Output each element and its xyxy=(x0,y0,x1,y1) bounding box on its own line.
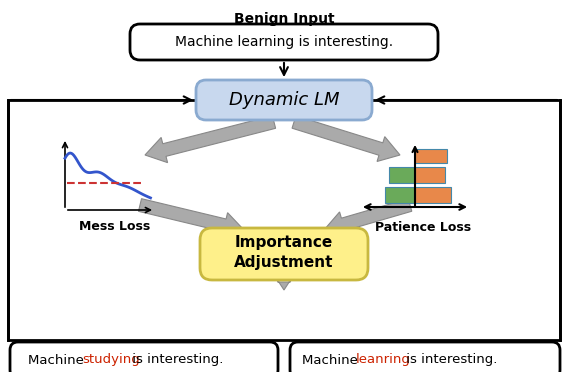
Text: Adjustment: Adjustment xyxy=(234,256,334,270)
Bar xyxy=(415,167,445,183)
FancyBboxPatch shape xyxy=(200,228,368,280)
FancyBboxPatch shape xyxy=(290,342,560,372)
Text: is interesting.: is interesting. xyxy=(402,353,498,366)
FancyBboxPatch shape xyxy=(10,342,278,372)
Bar xyxy=(8,100,560,340)
Bar xyxy=(415,187,451,203)
Bar xyxy=(385,187,415,203)
Text: Importance: Importance xyxy=(235,235,333,250)
Text: studying: studying xyxy=(82,353,140,366)
Bar xyxy=(415,149,447,163)
FancyArrow shape xyxy=(271,270,297,290)
FancyArrow shape xyxy=(145,116,275,163)
Text: Patience Loss: Patience Loss xyxy=(375,221,471,234)
Text: Machine: Machine xyxy=(28,353,88,366)
Text: Machine: Machine xyxy=(302,353,362,366)
FancyBboxPatch shape xyxy=(196,80,372,120)
FancyArrow shape xyxy=(292,116,400,161)
FancyArrow shape xyxy=(139,199,244,238)
Text: Mess Loss: Mess Loss xyxy=(80,220,151,233)
Text: Benign Input: Benign Input xyxy=(233,12,335,26)
Text: Machine learning is interesting.: Machine learning is interesting. xyxy=(175,35,393,49)
Text: is interesting.: is interesting. xyxy=(128,353,223,366)
Text: Dynamic LM: Dynamic LM xyxy=(229,91,339,109)
FancyArrow shape xyxy=(324,199,412,237)
Bar xyxy=(389,167,415,183)
FancyBboxPatch shape xyxy=(130,24,438,60)
Text: leanring: leanring xyxy=(356,353,411,366)
